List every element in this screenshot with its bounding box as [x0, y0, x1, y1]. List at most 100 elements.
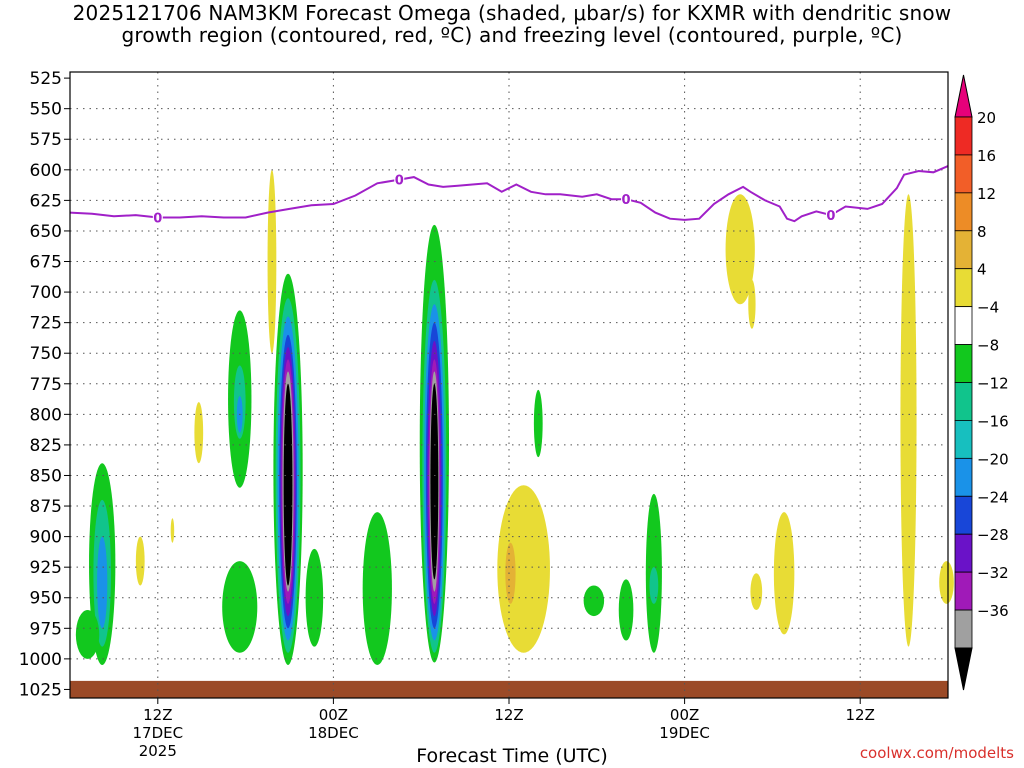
colorbar-label-6: −8	[977, 337, 999, 355]
y-tick-label-700: 700	[30, 283, 62, 303]
y-tick-label-725: 725	[30, 314, 62, 334]
y-tick-label-875: 875	[30, 497, 62, 517]
omega-region-38	[748, 279, 756, 329]
colorbar-segment-8	[954, 382, 973, 421]
colorbar: 20 16 12 8 4 −4 −8 −12 −16 −20 −24 −28 −32 −36	[954, 74, 1009, 691]
omega-region-2	[97, 536, 108, 629]
freezing-level-label-1: 0	[395, 174, 404, 189]
colorbar-label-9: −20	[977, 450, 1009, 468]
x-tick-label-18-1: 00Z	[319, 706, 348, 724]
colorbar-label-5: −4	[977, 299, 999, 317]
omega-region-39	[750, 573, 763, 610]
colorbar-segment-11	[954, 495, 973, 535]
freezing-level-label-bg-2	[621, 192, 632, 207]
freezing-level-label-bg-3	[825, 208, 836, 223]
colorbar-segment-9	[954, 420, 973, 459]
omega-region-4	[135, 536, 145, 586]
omega-region-19	[283, 383, 293, 586]
omega-region-41	[900, 194, 917, 647]
omega-region-21	[362, 512, 392, 665]
colorbar-segment-1	[954, 116, 973, 156]
colorbar-bottom-triangle	[954, 647, 973, 691]
colorbar-label-8: −16	[977, 412, 1009, 430]
colorbar-segment-13	[954, 571, 973, 611]
colorbar-label-2: 12	[977, 185, 996, 203]
colorbar-label-3: 8	[977, 223, 987, 241]
y-tick-label-550: 550	[30, 100, 62, 120]
colorbar-label-0: 20	[977, 109, 996, 127]
terrain-strip	[70, 680, 948, 698]
colorbar-label-12: −32	[977, 564, 1009, 582]
y-tick-label-525: 525	[30, 69, 62, 89]
omega-region-3	[75, 609, 100, 659]
y-tick-label-900: 900	[30, 528, 62, 548]
y-axis: 525 550 575 600 625 650 675 700 725 750 775 800 825 8…	[19, 69, 70, 700]
colorbar-top-triangle	[954, 74, 973, 118]
omega-region-37	[725, 194, 755, 305]
omega-region-36	[649, 567, 659, 604]
omega-region-42	[939, 561, 954, 604]
x-tick-label-6-2: 17DEC	[133, 724, 184, 742]
y-tick-label-975: 975	[30, 619, 62, 639]
x-tick-label-30-1: 12Z	[494, 706, 523, 724]
freezing-level-line	[69, 165, 949, 223]
x-tick-label-54-1: 12Z	[846, 706, 875, 724]
omega-region-10	[222, 561, 258, 653]
omega-region-30	[497, 485, 550, 653]
colorbar-label-13: −36	[977, 602, 1009, 620]
freezing-level-label-0: 0	[153, 211, 162, 226]
freezing-level-label-bg-1	[394, 172, 405, 187]
colorbar-label-11: −28	[977, 526, 1009, 544]
freezing-level-label-2: 0	[622, 193, 631, 208]
colorbar-segment-4	[954, 230, 973, 270]
y-tick-label-575: 575	[30, 130, 62, 150]
x-tick-label-6-1: 12Z	[143, 706, 172, 724]
colorbar-label-7: −12	[977, 375, 1009, 393]
grid-layer	[70, 72, 948, 698]
omega-region-20	[305, 548, 324, 647]
y-tick-label-775: 775	[30, 375, 62, 395]
chart-title-line-2: growth region (contoured, red, ºC) and f…	[121, 23, 903, 47]
omega-region-5	[170, 518, 175, 543]
omega-region-40	[773, 512, 795, 635]
colorbar-segment-2	[954, 154, 973, 194]
x-tick-label-42-1: 00Z	[670, 706, 699, 724]
colorbar-segment-6	[954, 306, 973, 345]
y-tick-label-1000: 1000	[19, 650, 62, 670]
y-tick-label-600: 600	[30, 161, 62, 181]
colorbar-label-10: −24	[977, 488, 1009, 506]
colorbar-segment-3	[954, 192, 973, 232]
x-tick-label-42-2: 19DEC	[659, 724, 710, 742]
colorbar-segment-14	[954, 609, 973, 649]
y-tick-label-825: 825	[30, 436, 62, 456]
terrain-layer	[70, 680, 948, 698]
freezing-level-layer: 0 0 0 0	[69, 165, 949, 226]
y-tick-label-750: 750	[30, 344, 62, 364]
y-tick-label-625: 625	[30, 191, 62, 211]
omega-region-29	[430, 383, 439, 580]
colorbar-segment-12	[954, 533, 973, 573]
x-tick-label-6-3: 2025	[139, 742, 177, 760]
omega-region-34	[618, 579, 634, 641]
y-tick-label-800: 800	[30, 405, 62, 425]
y-tick-label-925: 925	[30, 558, 62, 578]
x-axis-title: Forecast Time (UTC)	[416, 745, 608, 767]
x-tick-label-18-2: 18DEC	[308, 724, 359, 742]
y-tick-label-850: 850	[30, 466, 62, 486]
chart-title: 2025121706 NAM3KM Forecast Omega (shaded…	[0, 2, 1024, 46]
y-tick-label-675: 675	[30, 253, 62, 273]
colorbar-segment-5	[954, 268, 973, 308]
colorbar-segment-7	[954, 344, 973, 383]
y-tick-label-1025: 1025	[19, 680, 62, 700]
omega-shading-layer	[75, 169, 954, 665]
omega-region-32	[533, 389, 543, 458]
colorbar-label-1: 16	[977, 147, 996, 165]
chart-title-line-1: 2025121706 NAM3KM Forecast Omega (shaded…	[72, 1, 952, 25]
y-tick-label-950: 950	[30, 589, 62, 609]
omega-region-33	[583, 585, 605, 617]
omega-region-6	[194, 402, 204, 464]
y-tick-label-650: 650	[30, 222, 62, 242]
colorbar-label-4: 4	[977, 261, 987, 279]
